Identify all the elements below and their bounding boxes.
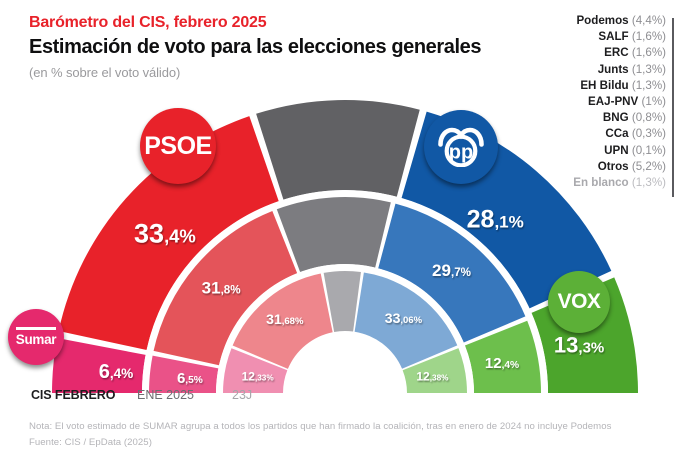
badge-psoe: PSOE bbox=[140, 108, 216, 184]
badge-pp: pp bbox=[424, 110, 498, 184]
page-subtitle: (en % sobre el voto válido) bbox=[29, 65, 181, 80]
legend-item-value: (0,8%) bbox=[628, 111, 666, 125]
segment-label-outer-sumar: 6,4% bbox=[99, 361, 134, 383]
legend-item: CCa (0,3%) bbox=[366, 126, 666, 142]
legend-item-name: ERC bbox=[604, 46, 629, 60]
legend-item-value: (0,1%) bbox=[628, 143, 666, 157]
segment-label-outer-pp: 28,1% bbox=[467, 205, 524, 233]
arc-segment-inner-psoe bbox=[232, 273, 333, 369]
legend-item: En blanco (1,3%) bbox=[366, 175, 666, 191]
segment-label-middle-vox: 12,4% bbox=[485, 355, 519, 372]
arc-segment-inner-sumar bbox=[223, 348, 288, 393]
arc-segment-middle-sumar bbox=[149, 355, 219, 393]
legend-item-value: (0,3%) bbox=[628, 127, 666, 141]
footnote-note: Nota: El voto estimado de SUMAR agrupa a… bbox=[29, 421, 612, 432]
legend-list: Podemos (4,4%) SALF (1,6%) ERC (1,6%) Junts… bbox=[366, 13, 666, 191]
legend-item-value: (1,3%) bbox=[628, 78, 666, 92]
kicker-title: Barómetro del CIS, febrero 2025 bbox=[29, 14, 267, 31]
legend-item: EH Bildu (1,3%) bbox=[366, 78, 666, 94]
ring-separator bbox=[216, 264, 474, 394]
legend-item-value: (1%) bbox=[638, 95, 666, 109]
segment-label-middle-pp: 29,7% bbox=[432, 261, 471, 280]
legend-divider bbox=[672, 18, 674, 197]
arc-segment-inner-otros bbox=[323, 271, 361, 332]
legend-item-value: (1,6%) bbox=[628, 30, 666, 44]
segment-label-outer-psoe: 33,4% bbox=[134, 218, 196, 248]
axis-label-outer: CIS FEBRERO bbox=[31, 388, 116, 402]
legend-item-value: (1,3%) bbox=[628, 176, 666, 190]
axis-label-inner: 23J bbox=[232, 388, 253, 402]
axis-label-middle: ENE 2025 bbox=[137, 388, 194, 402]
arc-segment-inner-pp bbox=[354, 272, 458, 369]
legend-item-name: EH Bildu bbox=[580, 78, 629, 92]
legend-item: UPN (0,1%) bbox=[366, 143, 666, 159]
legend-item-value: (1,3%) bbox=[628, 62, 666, 76]
pp-logo-icon: pp bbox=[438, 127, 484, 167]
legend-item: Otros (5,2%) bbox=[366, 159, 666, 175]
legend-item: Junts (1,3%) bbox=[366, 62, 666, 78]
segment-label-middle-psoe: 31,8% bbox=[202, 279, 241, 298]
ring-separator bbox=[142, 190, 548, 394]
arc-segment-middle-pp bbox=[378, 203, 526, 343]
badge-sumar-label: Sumar bbox=[15, 331, 57, 347]
legend-item-value: (4,4%) bbox=[628, 14, 666, 27]
arc-segment-middle-otros bbox=[276, 196, 391, 273]
segment-label-inner-vox: 12,38% bbox=[416, 369, 449, 383]
legend-item-name: UPN bbox=[604, 143, 629, 157]
legend-item: EAJ-PNV (1%) bbox=[366, 94, 666, 110]
legend-item: ERC (1,6%) bbox=[366, 45, 666, 61]
badge-psoe-label: PSOE bbox=[144, 131, 212, 160]
arc-segment-middle-psoe bbox=[153, 210, 298, 366]
segment-label-inner-psoe: 31,68% bbox=[266, 311, 304, 327]
segment-label-inner-pp: 33,06% bbox=[385, 310, 423, 326]
legend-item-value: (1,6%) bbox=[628, 46, 666, 60]
legend-item: BNG (0,8%) bbox=[366, 110, 666, 126]
legend-item-name: CCa bbox=[605, 127, 629, 141]
arc-segment-outer-psoe bbox=[58, 116, 279, 351]
legend-item-name: SALF bbox=[598, 30, 629, 44]
legend-item-name: Podemos bbox=[576, 14, 629, 27]
arc-segment-inner-vox bbox=[402, 348, 467, 393]
legend-item: Podemos (4,4%) bbox=[366, 13, 666, 29]
segment-label-inner-sumar: 12,33% bbox=[242, 370, 275, 384]
segment-label-middle-sumar: 6,5% bbox=[177, 370, 203, 387]
badge-vox-label: VOX bbox=[557, 290, 601, 313]
legend-item: SALF (1,6%) bbox=[366, 29, 666, 45]
arc-segment-middle-vox bbox=[464, 320, 541, 393]
legend-item-name: EAJ-PNV bbox=[588, 95, 639, 109]
arc-segment-outer-otros bbox=[256, 99, 420, 200]
badge-vox: VOX bbox=[548, 271, 610, 333]
sumar-rule bbox=[16, 327, 56, 330]
legend-item-name: Otros bbox=[597, 159, 629, 173]
page-title: Estimación de voto para las elecciones g… bbox=[29, 36, 482, 58]
footnote-source: Fuente: CIS / EpData (2025) bbox=[29, 437, 152, 448]
arc-segment-outer-sumar bbox=[52, 337, 146, 393]
legend-item-name: BNG bbox=[602, 111, 629, 125]
svg-text:pp: pp bbox=[449, 142, 473, 164]
legend-item-value: (5,2%) bbox=[628, 159, 666, 173]
legend-item-name: En blanco bbox=[573, 176, 629, 190]
segment-label-outer-vox: 13,3% bbox=[554, 332, 604, 357]
badge-sumar: Sumar bbox=[8, 309, 64, 365]
legend-item-name: Junts bbox=[597, 62, 629, 76]
